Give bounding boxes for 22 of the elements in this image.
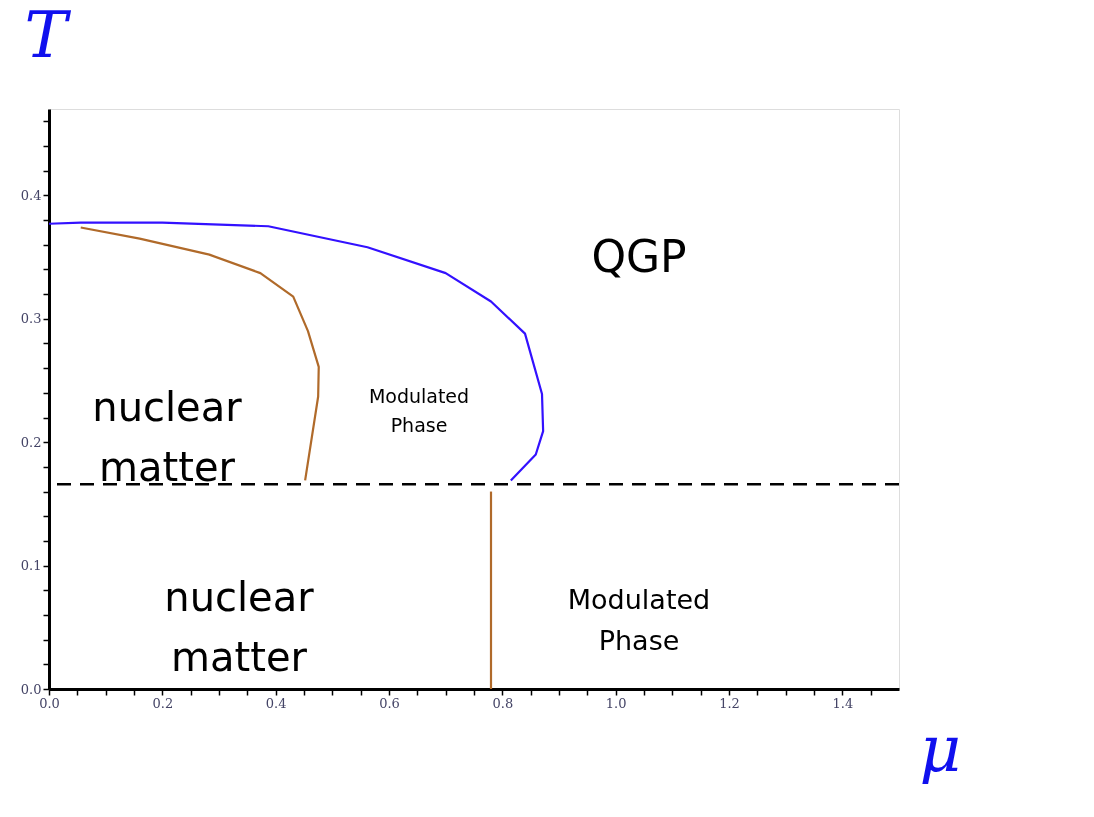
y-tick-label: 0.2 [20, 434, 42, 450]
annotation: nuclear matter [92, 384, 243, 490]
x-tick-label: 0.6 [379, 695, 400, 711]
annotation: QGP [591, 231, 687, 282]
y-tick-label: 0.1 [20, 558, 42, 574]
x-tick-label: 0.0 [39, 695, 60, 711]
line-series [79, 226, 320, 482]
x-tick-label: 0.4 [265, 695, 287, 711]
y-tick-label: 0.0 [20, 681, 42, 697]
x-tick-label: 0.2 [152, 695, 174, 711]
x-tick-label: 0.8 [492, 695, 514, 711]
x-tick-label: 1.4 [832, 695, 854, 711]
annotation: nuclear matter [164, 574, 315, 680]
y-tick-label: 0.4 [20, 187, 42, 203]
x-axis-title: μ [919, 711, 962, 786]
x-tick-label: 1.2 [719, 695, 740, 711]
y-tick-label: 0.3 [20, 311, 42, 327]
annotation: Modulated Phase [368, 385, 470, 436]
y-axis-title: T [24, 0, 72, 72]
line-series [47, 221, 545, 482]
annotation: Modulated Phase [567, 584, 711, 656]
x-tick-label: 1.0 [605, 695, 627, 711]
